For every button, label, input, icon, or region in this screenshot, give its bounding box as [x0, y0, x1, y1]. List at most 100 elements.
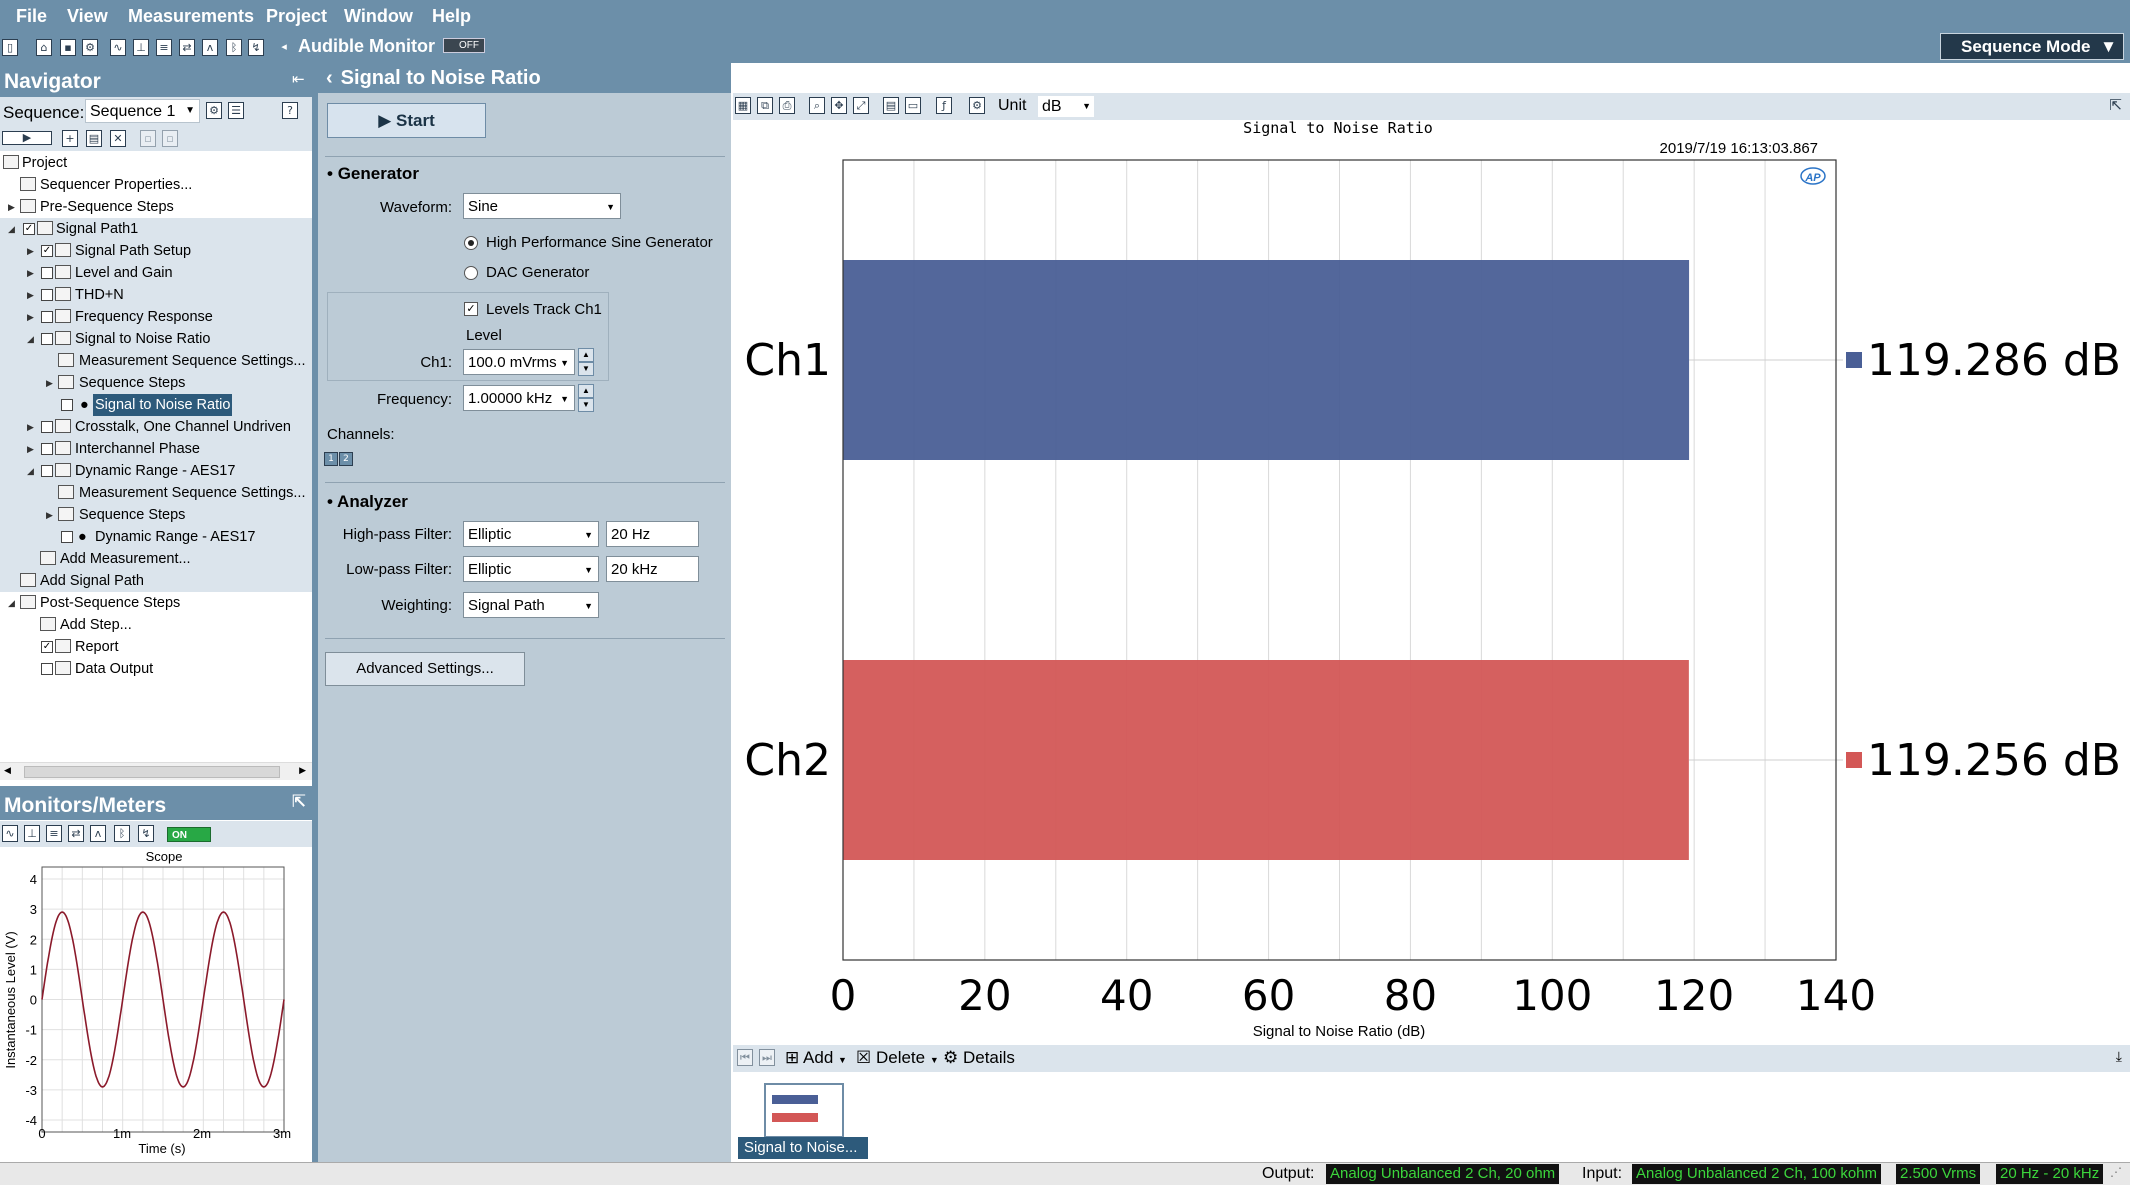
expand-icon[interactable]: ▶	[27, 312, 34, 322]
open-icon[interactable]: ⌂	[36, 39, 52, 56]
sequence-mode-dropdown[interactable]: Sequence Mode ▼	[1940, 33, 2124, 60]
monitor-toggle[interactable]: ON	[167, 827, 211, 842]
popout-icon[interactable]: ⇱	[291, 792, 306, 811]
increment-icon[interactable]: ▲	[578, 384, 594, 398]
meter-list-icon[interactable]: ≡	[156, 39, 172, 56]
spectrum-icon[interactable]: ᴧ	[202, 39, 218, 56]
tree-item[interactable]: ◢ Post-Sequence Steps	[0, 592, 312, 614]
tree-item[interactable]: ◢ Signal to Noise Ratio	[0, 328, 312, 350]
tree-item[interactable]: ◢ Dynamic Range - AES17	[0, 460, 312, 482]
sweep-icon[interactable]: ↯	[248, 39, 264, 56]
expand-icon[interactable]: ▶	[27, 444, 34, 454]
resize-grip-icon[interactable]: ⋰	[2110, 1165, 2122, 1179]
decrement-icon[interactable]: ▼	[578, 362, 594, 376]
weighting-select[interactable]: Signal Path ▼	[463, 592, 599, 618]
new-file-icon[interactable]: ▯	[2, 39, 18, 56]
collapse-icon[interactable]: ◢	[8, 224, 15, 234]
frequency-select[interactable]: 1.00000 kHz ▼	[463, 385, 575, 411]
decrement-icon[interactable]: ▼	[578, 398, 594, 412]
tree-item[interactable]: ▶ Sequence Steps	[0, 504, 312, 526]
settings-icon[interactable]: ⚙	[82, 39, 98, 56]
checkbox[interactable]	[41, 267, 53, 279]
start-button[interactable]: ▶ Start	[327, 103, 486, 138]
tree-item[interactable]: ▶ ✓ Signal Path Setup	[0, 240, 312, 262]
menu-view[interactable]: View	[67, 6, 108, 26]
bluetooth-icon[interactable]: ᛒ	[226, 39, 242, 56]
checkbox[interactable]	[41, 663, 53, 675]
checkbox[interactable]	[61, 399, 73, 411]
last-icon[interactable]: ⏭	[759, 1049, 775, 1066]
high-pass-type-select[interactable]: Elliptic ▼	[463, 521, 599, 547]
sequence-list-icon[interactable]: ☰	[228, 102, 244, 119]
function-icon[interactable]: ƒ	[936, 97, 952, 114]
collapse-icon[interactable]: ◢	[27, 466, 34, 476]
high-pass-frequency-input[interactable]: 20 Hz	[606, 521, 699, 547]
move-up-icon[interactable]: ▫	[140, 130, 156, 147]
collapse-panel-icon[interactable]: ⤓	[2115, 1048, 2122, 1064]
zoom-icon[interactable]: ⌕	[809, 97, 825, 114]
print-icon[interactable]: ⎙	[779, 97, 795, 114]
channel-2-icon[interactable]: 2	[339, 452, 353, 466]
tree-item[interactable]: ▶ Crosstalk, One Channel Undriven	[0, 416, 312, 438]
tree-item[interactable]: Measurement Sequence Settings...	[0, 482, 312, 504]
expand-icon[interactable]: ▶	[46, 510, 53, 520]
checkbox[interactable]	[61, 531, 73, 543]
bluetooth-icon[interactable]: ᛒ	[114, 825, 130, 842]
checkbox[interactable]	[41, 443, 53, 455]
checkbox[interactable]	[41, 465, 53, 477]
radio-high-performance[interactable]	[464, 236, 478, 250]
tree-item[interactable]: ▶ Frequency Response	[0, 306, 312, 328]
scroll-left-icon[interactable]: ◀	[4, 765, 11, 775]
audible-monitor-toggle[interactable]: OFF	[443, 38, 485, 53]
run-sequence-icon[interactable]: ▶	[2, 131, 52, 145]
output-config-button[interactable]: Analog Unbalanced 2 Ch, 20 ohm	[1326, 1164, 1560, 1184]
increment-icon[interactable]: ▲	[578, 348, 594, 362]
details-button[interactable]: ⚙ Details	[943, 1048, 1015, 1068]
menu-help[interactable]: Help	[432, 6, 472, 26]
expand-icon[interactable]: ▶	[27, 246, 34, 256]
tree-item[interactable]: ▶ Pre-Sequence Steps	[0, 196, 312, 218]
spectrum-icon[interactable]: ᴧ	[90, 825, 106, 842]
panel-splitter[interactable]	[312, 63, 318, 1162]
menu-window[interactable]: Window	[344, 6, 413, 26]
waveform-select[interactable]: Sine ▼	[463, 193, 621, 219]
expand-icon[interactable]: ▶	[46, 378, 53, 388]
levels-track-checkbox[interactable]: ✓	[464, 302, 478, 316]
unit-select[interactable]: dB ▼	[1038, 96, 1094, 117]
bandwidth-status[interactable]: 20 Hz - 20 kHz	[1996, 1164, 2104, 1184]
scroll-right-icon[interactable]: ▶	[299, 765, 306, 775]
result-thumbnail[interactable]	[764, 1083, 844, 1138]
routing-icon[interactable]: ⇄	[68, 825, 84, 842]
sequence-select[interactable]: Sequence 1 ▼	[85, 99, 200, 123]
fft-icon[interactable]: ⊥	[24, 825, 40, 842]
tree-item[interactable]: ▶ Interchannel Phase	[0, 438, 312, 460]
pan-icon[interactable]: ✥	[831, 97, 847, 114]
delete-result-button[interactable]: ☒ Delete ▼	[856, 1048, 939, 1068]
menu-measurements[interactable]: Measurements	[128, 6, 255, 26]
tree-item[interactable]: Add Measurement...	[0, 548, 312, 570]
radio-dac-generator[interactable]	[464, 266, 478, 280]
add-measurement-icon[interactable]: +	[62, 130, 78, 147]
chart-icon[interactable]: ▤	[86, 130, 102, 147]
input-config-button[interactable]: Analog Unbalanced 2 Ch, 100 kohm	[1632, 1164, 1881, 1184]
scope-icon[interactable]: ∿	[110, 39, 126, 56]
menu-file[interactable]: File	[16, 6, 48, 26]
routing-icon[interactable]: ⇄	[179, 39, 195, 56]
expand-icon[interactable]: ▶	[27, 290, 34, 300]
tree-item[interactable]: ▶ Level and Gain	[0, 262, 312, 284]
tree-item[interactable]: ◢ ✓ Signal Path1	[0, 218, 312, 240]
checkbox[interactable]: ✓	[23, 223, 35, 235]
tree-item[interactable]: ▶ THD+N	[0, 284, 312, 306]
checkbox[interactable]	[41, 421, 53, 433]
expand-icon[interactable]: ▶	[27, 268, 34, 278]
tree-item[interactable]: ▶ Sequence Steps	[0, 372, 312, 394]
tree-item[interactable]: Data Output	[0, 658, 312, 680]
checkbox[interactable]	[41, 289, 53, 301]
popout-icon[interactable]: ⇱	[2109, 97, 2122, 114]
low-pass-type-select[interactable]: Elliptic ▼	[463, 556, 599, 582]
legend-icon[interactable]: ▭	[905, 97, 921, 114]
ch1-level-select[interactable]: 100.0 mVrms ▼	[463, 349, 575, 375]
result-thumbnail-label[interactable]: Signal to Noise...	[738, 1137, 868, 1159]
checkbox[interactable]	[41, 311, 53, 323]
sequence-settings-icon[interactable]: ⚙	[206, 102, 222, 119]
